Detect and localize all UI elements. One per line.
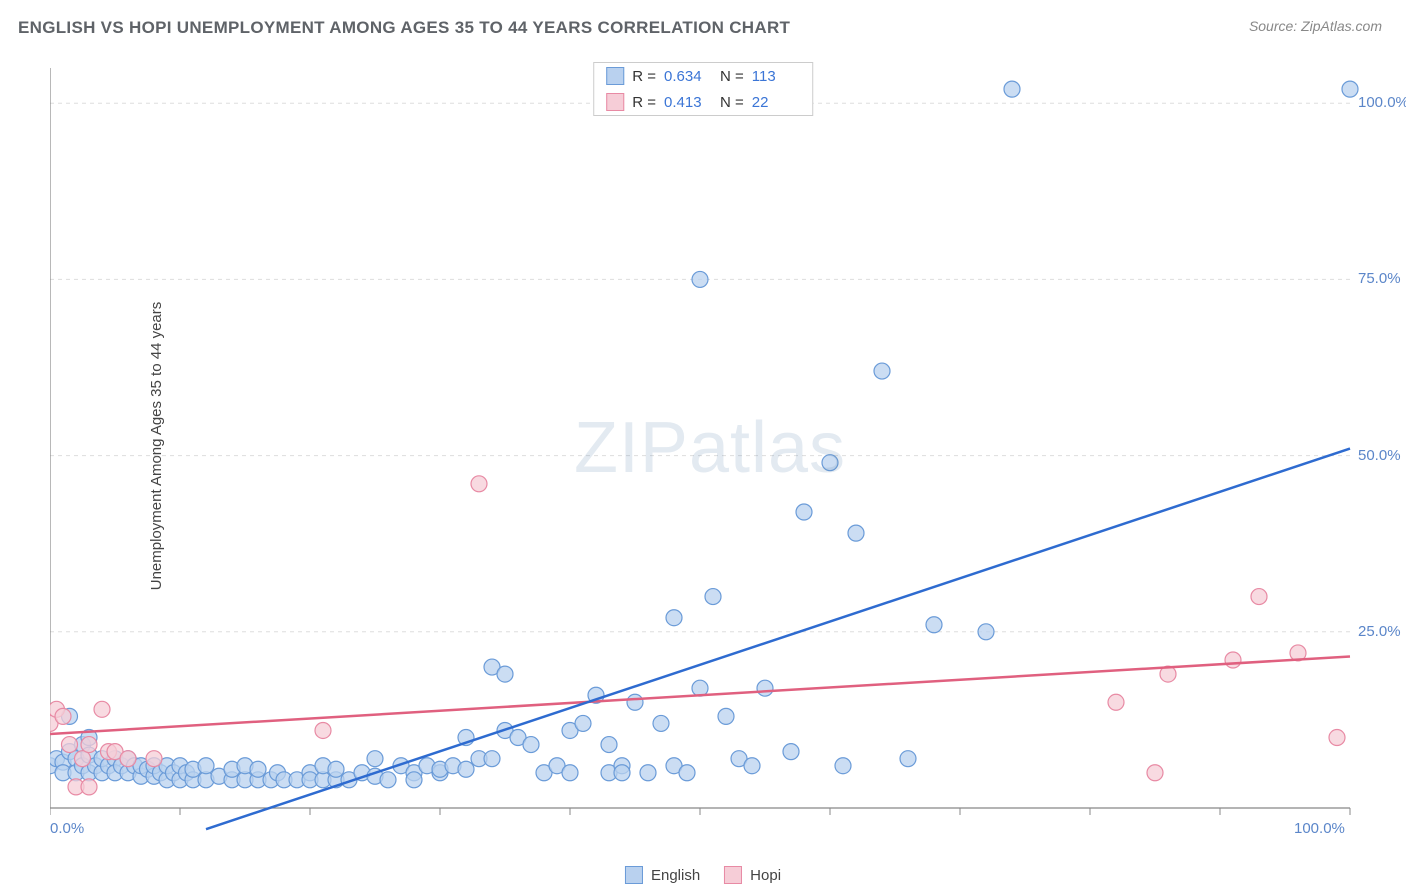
swatch-hopi xyxy=(606,93,624,111)
scatter-chart xyxy=(50,58,1370,838)
y-tick-label: 75.0% xyxy=(1358,270,1401,287)
y-tick-label: 100.0% xyxy=(1358,94,1406,111)
chart-container: ENGLISH VS HOPI UNEMPLOYMENT AMONG AGES … xyxy=(0,0,1406,892)
legend-row-hopi: R = 0.413 N = 22 xyxy=(594,89,812,115)
chart-title: ENGLISH VS HOPI UNEMPLOYMENT AMONG AGES … xyxy=(18,18,790,38)
swatch-english-icon xyxy=(625,866,643,884)
swatch-english xyxy=(606,67,624,85)
plot-area: ZIPatlas xyxy=(50,58,1370,838)
legend-item-hopi: Hopi xyxy=(724,866,781,884)
legend-row-english: R = 0.634 N = 113 xyxy=(594,63,812,89)
y-tick-label: 25.0% xyxy=(1358,623,1401,640)
x-tick-label: 100.0% xyxy=(1294,820,1345,837)
x-tick-label: 0.0% xyxy=(50,820,84,837)
y-tick-label: 50.0% xyxy=(1358,447,1401,464)
series-legend: English Hopi xyxy=(625,866,781,884)
swatch-hopi-icon xyxy=(724,866,742,884)
legend-item-english: English xyxy=(625,866,700,884)
correlation-legend: R = 0.634 N = 113 R = 0.413 N = 22 xyxy=(593,62,813,116)
source-attribution: Source: ZipAtlas.com xyxy=(1249,18,1382,34)
